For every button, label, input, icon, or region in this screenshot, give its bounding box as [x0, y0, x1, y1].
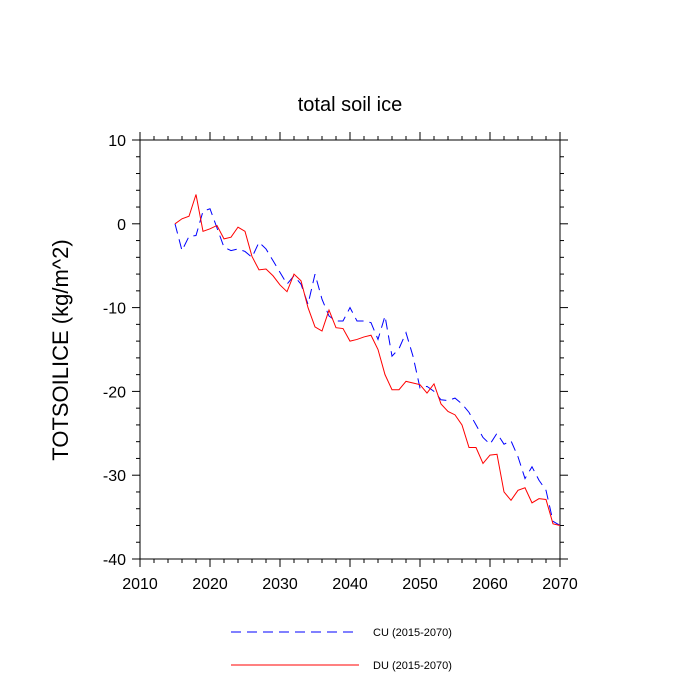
series-line-du	[174, 194, 561, 526]
chart-title: total soil ice	[298, 94, 403, 116]
x-tick-label: 2010	[122, 576, 158, 593]
x-tick-label: 2070	[542, 576, 578, 593]
y-tick-label: -40	[103, 552, 126, 569]
axis-ticks: 2010 2020 2030 2040 2050 2060 2070 10 0 -10 -20 -30…	[103, 132, 578, 593]
y-tick-label: -10	[103, 301, 126, 318]
legend-label-cu: CU (2015-2070)	[373, 627, 452, 639]
series-line-cu	[174, 208, 561, 526]
legend-label-du: DU (2015-2070)	[373, 660, 452, 672]
x-tick-label: 2040	[332, 576, 368, 593]
series-lines	[174, 194, 561, 526]
x-tick-label: 2030	[262, 576, 298, 593]
x-tick-label: 2060	[472, 576, 508, 593]
x-tick-label: 2020	[192, 576, 228, 593]
y-tick-label: -30	[103, 468, 126, 485]
y-tick-label: -20	[103, 384, 126, 401]
plot-frame	[139, 139, 561, 560]
legend: CU (2015-2070) DU (2015-2070)	[231, 627, 452, 672]
y-tick-label: 0	[117, 217, 126, 234]
x-tick-label: 2050	[402, 576, 438, 593]
y-axis-label: TOTSOILICE (kg/m^2)	[48, 239, 73, 460]
y-tick-label: 10	[108, 133, 126, 150]
